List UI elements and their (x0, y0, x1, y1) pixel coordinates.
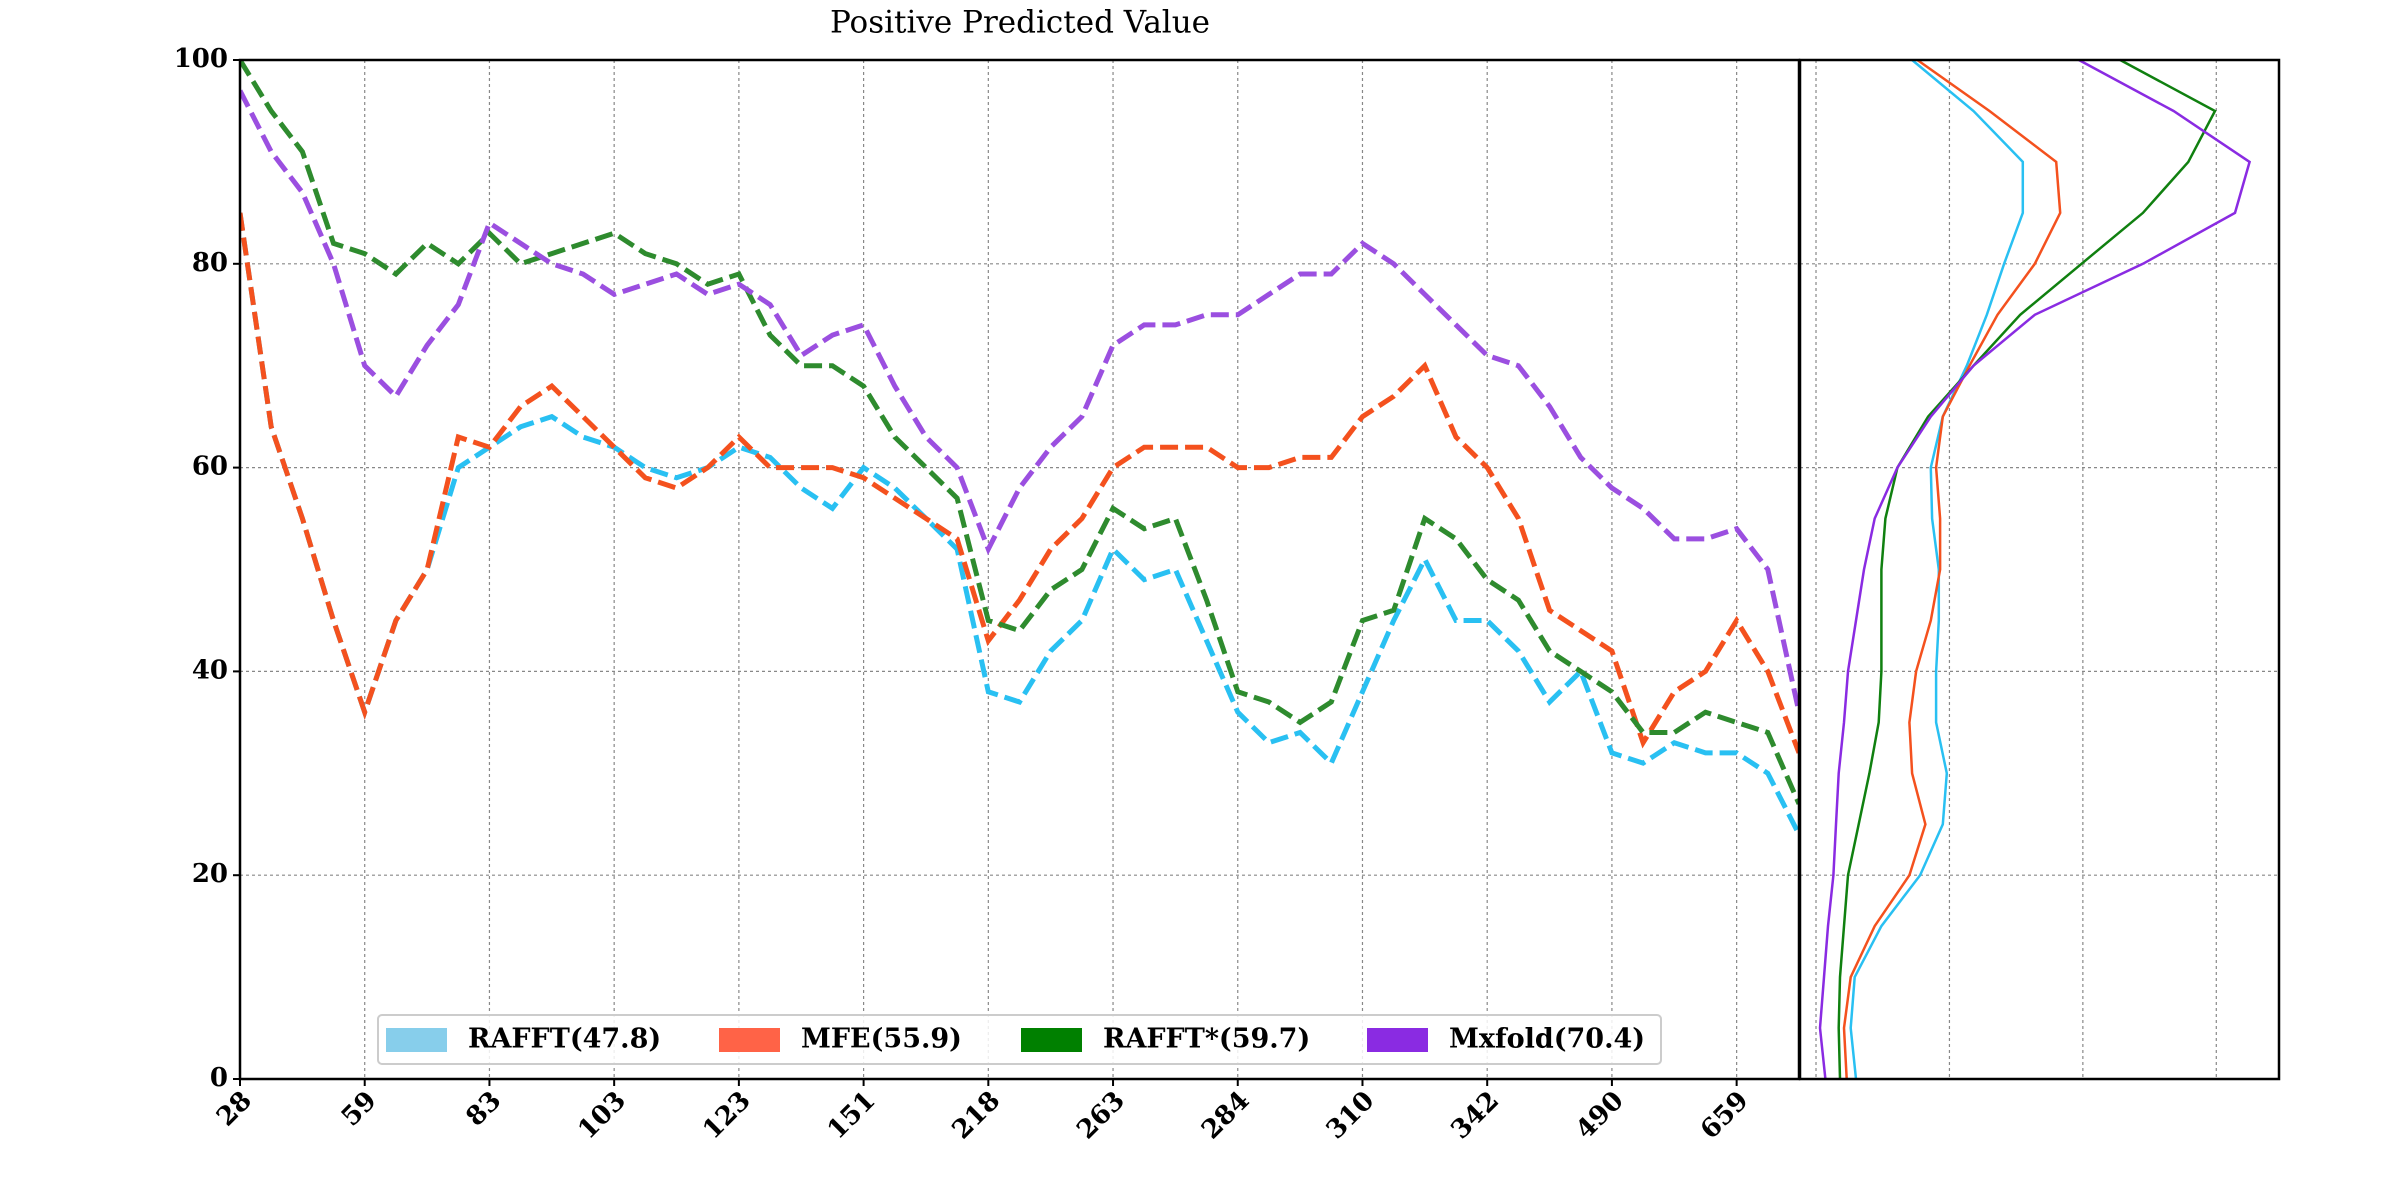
x-tick-label: 123 (697, 1086, 757, 1146)
legend-label: Mxfold(70.4) (1449, 1024, 1645, 1055)
x-tick-label: 284 (1196, 1086, 1256, 1146)
chart-title: Positive Predicted Value (830, 5, 1210, 41)
density-line (1818, 58, 2252, 1080)
x-tick-label: 103 (572, 1086, 632, 1146)
y-tick-label: 100 (174, 44, 228, 74)
legend-box (377, 1014, 1662, 1065)
x-tick-label: 490 (1570, 1086, 1630, 1146)
series-line (240, 60, 1799, 805)
legend-swatch (1021, 1028, 1082, 1052)
plot-frame (238, 58, 1801, 1081)
y-tick-label: 20 (192, 859, 228, 889)
series-line (240, 89, 1799, 713)
series-line (240, 212, 1799, 836)
legend-swatch (386, 1028, 447, 1052)
density-line (1837, 58, 2217, 1080)
x-tick-label: 218 (947, 1086, 1007, 1146)
series-line (240, 212, 1799, 754)
x-tick-label: 59 (336, 1086, 383, 1133)
x-tick-label: 659 (1695, 1086, 1755, 1146)
density-line (1849, 59, 2025, 1080)
y-tick-label: 40 (192, 655, 228, 685)
legend-swatch (719, 1028, 780, 1052)
density-line (1842, 58, 2062, 1080)
legend-label: RAFFT*(59.7) (1103, 1024, 1310, 1055)
y-tick-label: 0 (210, 1063, 228, 1093)
x-tick-label: 342 (1446, 1086, 1506, 1146)
legend-label: MFE(55.9) (801, 1024, 962, 1055)
legend-swatch (1367, 1028, 1428, 1052)
x-tick-label: 151 (822, 1086, 882, 1146)
legend-label: RAFFT(47.8) (468, 1024, 661, 1055)
plot-frame (1798, 58, 2281, 1081)
x-tick-label: 310 (1321, 1086, 1381, 1146)
x-tick-label: 83 (461, 1086, 508, 1133)
y-tick-label: 60 (192, 452, 228, 482)
y-tick-label: 80 (192, 248, 228, 278)
x-tick-label: 263 (1071, 1086, 1131, 1146)
